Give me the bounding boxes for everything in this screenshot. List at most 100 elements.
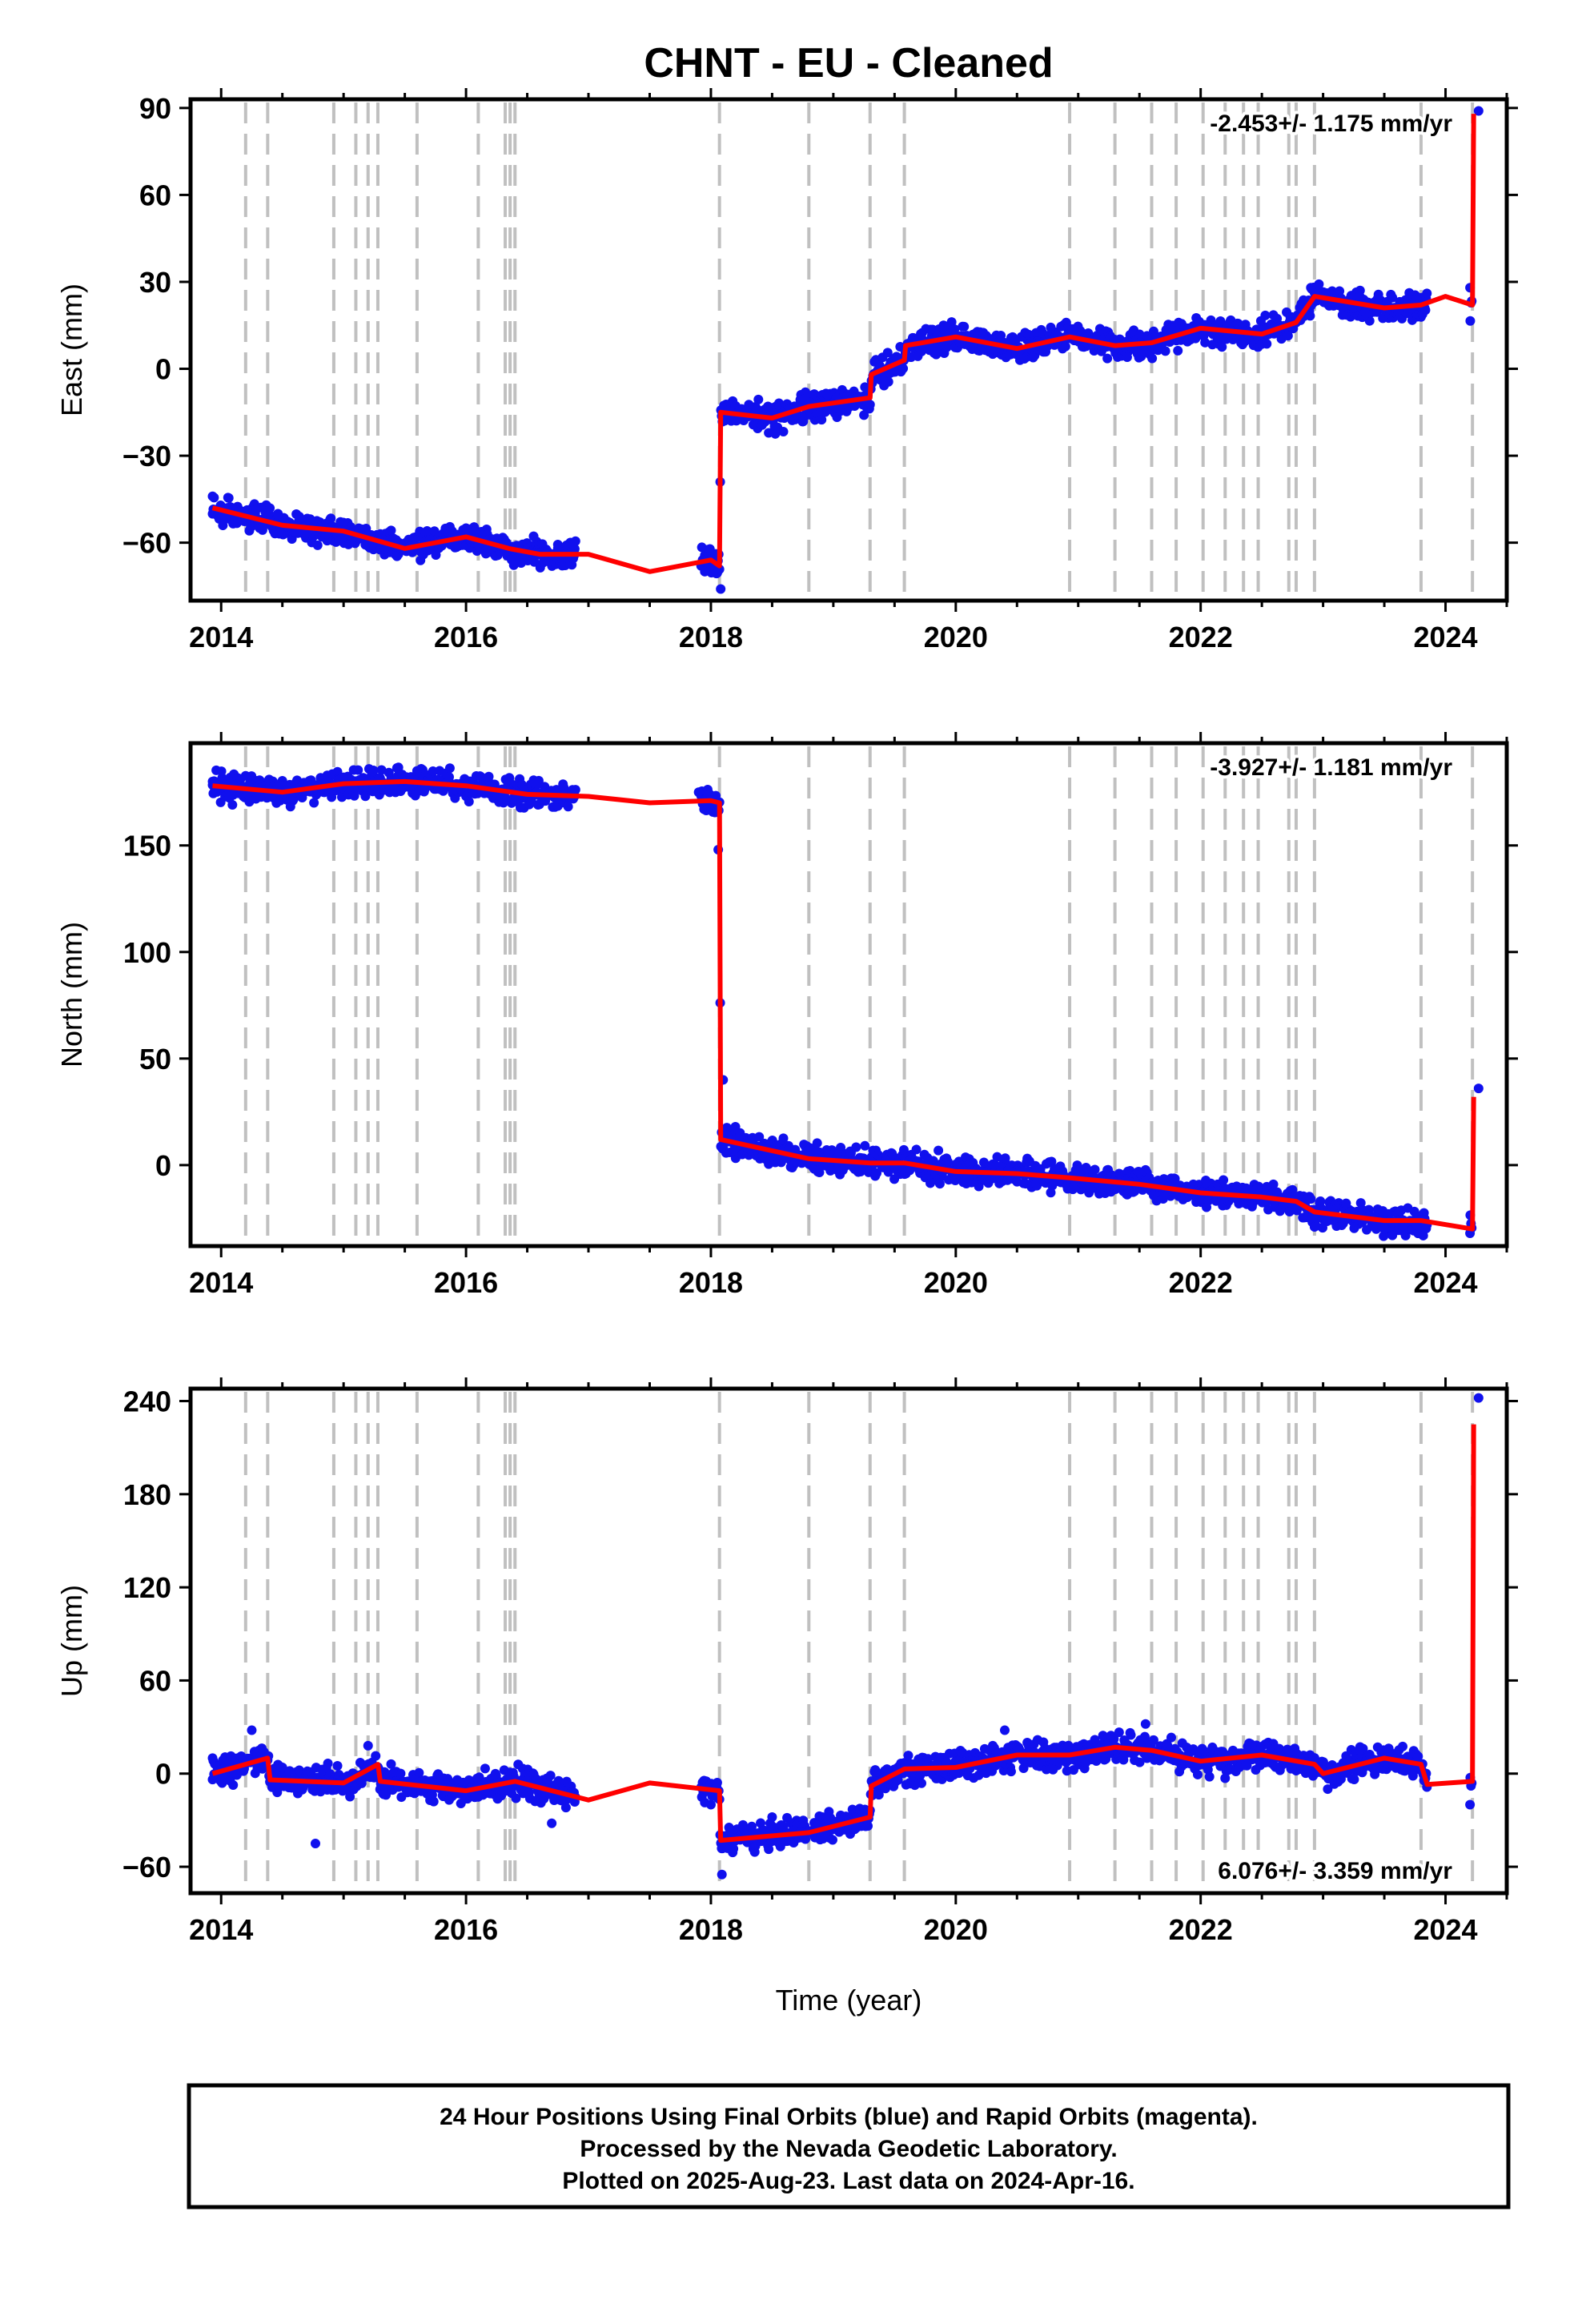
data-point	[934, 1179, 945, 1189]
data-point	[1305, 311, 1315, 321]
data-point	[376, 765, 387, 775]
rate-label-halo: -2.453+/- 1.175 mm/yr	[1210, 111, 1452, 137]
data-point	[1262, 339, 1272, 349]
data-point	[1364, 316, 1375, 326]
data-point	[898, 364, 909, 374]
data-point	[717, 1869, 727, 1880]
y-tick-label: 240	[123, 1385, 171, 1418]
data-point	[552, 543, 563, 553]
x-tick-label: 2018	[679, 1913, 743, 1946]
data-point	[913, 1756, 924, 1767]
y-tick-label: 90	[139, 92, 171, 125]
data-point	[1217, 342, 1227, 352]
data-point	[464, 796, 474, 806]
data-point	[223, 493, 234, 503]
y-tick-label: −30	[122, 440, 171, 472]
data-point	[1349, 1774, 1359, 1784]
data-point	[277, 781, 287, 791]
data-point	[898, 1144, 909, 1155]
data-point	[882, 348, 893, 358]
footer-line-2: Processed by the Nevada Geodetic Laborat…	[580, 2136, 1117, 2162]
data-point	[265, 503, 275, 513]
data-point	[444, 763, 455, 774]
data-point	[778, 426, 789, 436]
data-point	[207, 491, 218, 501]
data-point	[1473, 106, 1484, 116]
data-point	[705, 1799, 716, 1810]
data-point	[1204, 1771, 1215, 1782]
data-point	[730, 1121, 741, 1132]
data-point	[247, 1725, 257, 1735]
x-tick-label: 2018	[679, 1266, 743, 1299]
footer-box: 24 Hour Positions Using Final Orbits (bl…	[187, 2083, 1511, 2209]
data-point	[1306, 1194, 1316, 1204]
data-point	[916, 1778, 926, 1788]
data-points	[207, 1393, 1484, 1880]
x-tick-label: 2024	[1413, 1266, 1477, 1299]
data-point	[1355, 1745, 1365, 1755]
data-point	[570, 785, 580, 795]
y-tick-label: 30	[139, 266, 171, 299]
y-tick-label: 0	[155, 353, 171, 386]
x-tick-label: 2022	[1169, 621, 1233, 653]
data-point	[473, 1791, 484, 1802]
data-point	[1420, 305, 1431, 316]
x-tick-label: 2024	[1413, 1913, 1477, 1946]
data-point	[1006, 1767, 1016, 1777]
data-point	[277, 1762, 287, 1772]
data-point	[1387, 292, 1398, 303]
y-axis-label: East (mm)	[55, 283, 88, 416]
y-tick-label: 60	[139, 179, 171, 211]
data-point	[360, 791, 371, 802]
y-tick-label: 50	[139, 1043, 171, 1076]
data-point	[332, 1760, 343, 1771]
data-points	[207, 106, 1484, 594]
x-tick-label: 2014	[189, 1266, 253, 1299]
data-point	[903, 1751, 913, 1761]
data-point	[227, 800, 238, 810]
x-tick-label: 2014	[189, 621, 253, 653]
data-point	[533, 775, 544, 786]
data-point	[569, 544, 580, 554]
data-point	[1060, 341, 1070, 352]
data-point	[386, 525, 396, 536]
data-point	[547, 1818, 557, 1828]
data-point	[1403, 1763, 1414, 1774]
data-points	[207, 762, 1484, 1241]
y-tick-label: −60	[122, 1851, 171, 1884]
data-point	[1260, 310, 1271, 320]
data-point	[963, 1172, 974, 1183]
data-point	[1147, 353, 1158, 364]
data-point	[560, 1803, 571, 1813]
x-tick-label: 2022	[1169, 1266, 1233, 1299]
data-point	[812, 1138, 822, 1148]
data-point	[943, 1156, 954, 1167]
data-point	[1465, 316, 1476, 326]
data-point	[754, 1132, 765, 1142]
data-point	[1166, 1732, 1176, 1743]
plot-frame	[188, 97, 1509, 603]
data-point	[814, 1168, 825, 1178]
data-point	[1379, 1224, 1390, 1234]
data-point	[1067, 326, 1078, 336]
rate-label: 6.076+/- 3.359 mm/yr	[1218, 1858, 1452, 1884]
data-point	[516, 557, 526, 568]
data-point	[1102, 353, 1113, 364]
data-point	[859, 410, 869, 420]
data-point	[938, 320, 949, 331]
data-point	[827, 1835, 837, 1845]
data-point	[911, 1144, 921, 1155]
data-point	[1193, 1769, 1203, 1779]
x-tick-label: 2016	[434, 1913, 498, 1946]
data-point	[570, 536, 580, 546]
panel-east: 2014 2016 2018 2020 2022 2024−60−300306090Eas…	[55, 88, 1518, 653]
data-point	[999, 1725, 1010, 1735]
data-point	[816, 1834, 826, 1844]
x-tick-label: 2014	[189, 1913, 253, 1946]
data-point	[817, 415, 827, 425]
data-point	[563, 802, 573, 812]
y-tick-label: 0	[155, 1149, 171, 1182]
data-point	[353, 765, 363, 775]
